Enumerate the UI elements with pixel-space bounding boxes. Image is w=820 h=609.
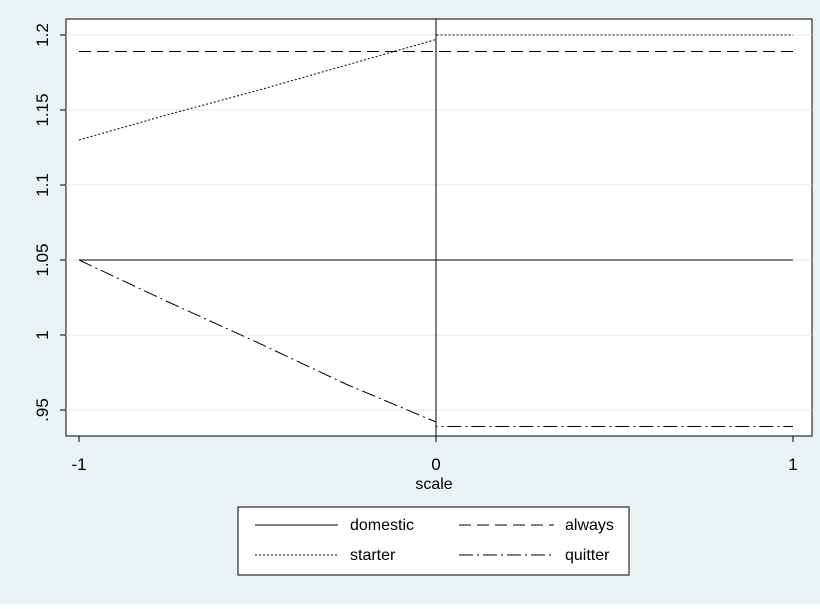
y-tick-label: 1.15 <box>33 93 52 126</box>
legend-label-domestic: domestic <box>350 517 414 534</box>
y-tick-label: 1 <box>33 330 52 339</box>
x-tick-label: -1 <box>71 455 86 474</box>
legend-label-starter: starter <box>350 547 396 564</box>
legend-label-quitter: quitter <box>565 547 610 564</box>
x-tick-label: 0 <box>431 455 440 474</box>
y-tick-label: 1.2 <box>33 23 52 47</box>
plot-area <box>65 18 813 437</box>
y-tick-label: 1.05 <box>33 243 52 276</box>
axes: .95 1 1.05 1.1 1.15 1.2 -1 0 1 <box>33 23 798 474</box>
y-tick-label: .95 <box>33 398 52 422</box>
legend: domestic always starter quitter <box>255 517 614 564</box>
series-line-starter <box>78 34 793 141</box>
x-tick-label: 1 <box>788 455 797 474</box>
series-lines <box>78 34 793 427</box>
legend-box <box>237 506 630 576</box>
x-axis-label: scale <box>415 476 452 493</box>
series-line-quitter <box>78 259 793 427</box>
y-tick-label: 1.1 <box>33 173 52 197</box>
legend-label-always: always <box>565 517 614 534</box>
